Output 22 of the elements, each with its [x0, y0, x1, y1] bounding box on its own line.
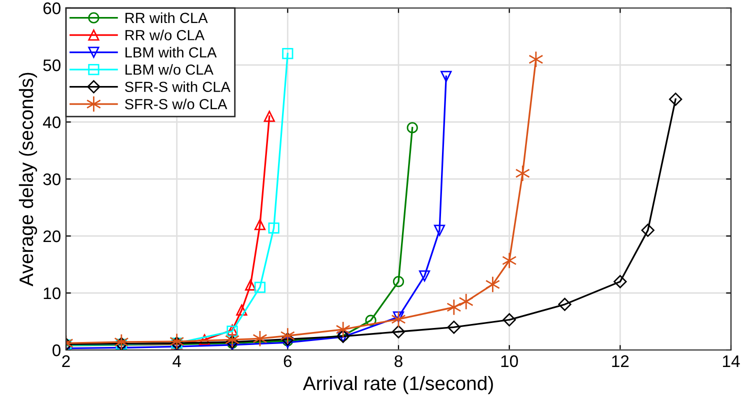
y-tick-label: 10 — [44, 287, 60, 300]
x-tick-label: 8 — [394, 355, 402, 368]
y-axis-title: Average delay (seconds) — [18, 72, 38, 286]
x-tick-label: 12 — [612, 355, 629, 367]
x-tick-label: 2 — [62, 355, 70, 367]
y-tick-label: 20 — [43, 230, 60, 242]
y-tick-label: 60 — [43, 2, 60, 14]
legend-label: LBM w/o CLA — [126, 64, 214, 75]
y-tick-label: 0 — [52, 344, 60, 356]
y-tick-label: 40 — [42, 116, 60, 128]
legend-label: SFR-S w/o CLA — [124, 98, 228, 110]
legend-label: RR with CLA — [126, 12, 208, 24]
y-tick-label: 50 — [43, 59, 60, 72]
x-tick-label: 4 — [172, 355, 181, 367]
legend-label: LBM with CLA — [126, 46, 217, 58]
y-tick-label: 30 — [43, 173, 60, 186]
x-tick-label: 6 — [284, 355, 292, 368]
x-tick-label: 14 — [723, 355, 740, 367]
x-axis-title: Arrival rate (1/second) — [302, 376, 493, 394]
x-tick-label: 10 — [501, 355, 518, 368]
legend-label: RR w/o CLA — [126, 30, 205, 40]
legend-label: SFR-S with CLA — [124, 81, 230, 92]
